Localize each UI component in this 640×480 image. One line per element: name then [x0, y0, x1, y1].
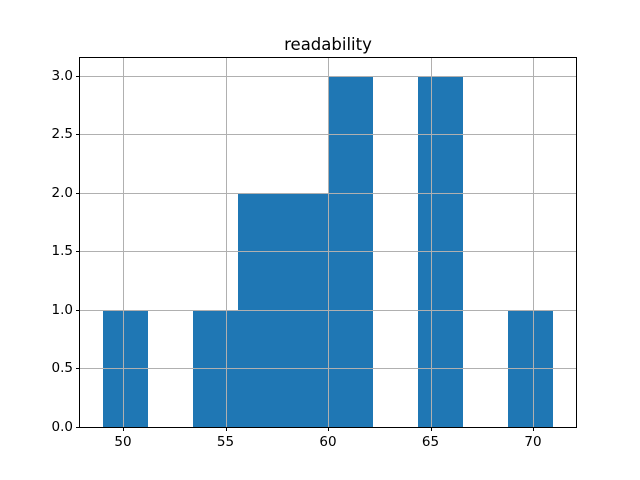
gridline-horizontal — [80, 134, 576, 136]
y-tick-label: 2.5 — [51, 126, 73, 143]
y-tick-mark — [76, 134, 80, 136]
histogram-bar — [282, 192, 328, 427]
x-tick-mark — [533, 427, 534, 431]
gridline-horizontal — [80, 192, 576, 194]
gridline-vertical — [328, 58, 329, 427]
gridline-horizontal — [80, 368, 576, 370]
gridline-horizontal — [80, 309, 576, 311]
y-tick-label: 0.0 — [51, 419, 73, 435]
y-tick-mark — [76, 368, 80, 370]
y-tick-label: 1.0 — [51, 301, 73, 318]
plot-area — [79, 57, 577, 428]
x-tick-label: 60 — [319, 434, 337, 450]
gridline-vertical — [533, 58, 534, 427]
x-tick-label: 50 — [114, 434, 132, 450]
x-tick-mark — [430, 427, 432, 431]
x-tick-label: 65 — [421, 434, 440, 450]
y-tick-mark — [76, 75, 80, 77]
y-tick-label: 3.0 — [51, 67, 73, 84]
gridline-horizontal — [80, 251, 576, 253]
gridline-vertical — [123, 58, 124, 427]
y-tick-mark — [76, 427, 80, 428]
x-tick-mark — [328, 427, 329, 431]
gridline-horizontal — [80, 75, 576, 77]
gridline-horizontal — [80, 427, 576, 428]
chart-title: readability — [284, 35, 372, 54]
gridline-vertical — [430, 58, 432, 427]
y-tick-label: 1.5 — [51, 243, 73, 260]
y-tick-mark — [76, 309, 80, 311]
y-tick-mark — [76, 251, 80, 253]
x-tick-label: 55 — [216, 434, 235, 450]
y-tick-label: 2.0 — [51, 184, 73, 201]
x-tick-label: 70 — [524, 434, 542, 450]
y-tick-label: 0.5 — [51, 360, 73, 377]
histogram-bar — [237, 192, 283, 427]
gridline-vertical — [225, 58, 227, 427]
x-tick-mark — [225, 427, 227, 431]
x-tick-mark — [123, 427, 124, 431]
y-tick-mark — [76, 192, 80, 194]
